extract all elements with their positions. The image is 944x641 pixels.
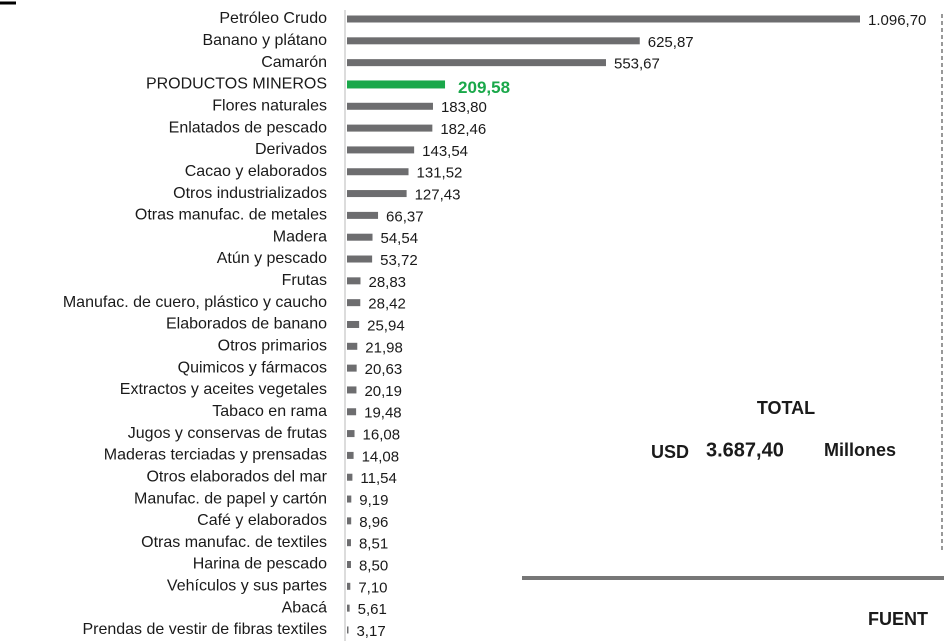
category-label: Tabaco en rama (212, 403, 327, 420)
category-label: Otros elaborados del mar (146, 468, 327, 485)
value-label: 9,19 (359, 492, 388, 509)
bar (347, 386, 357, 394)
category-label: Prendas de vestir de fibras textiles (82, 621, 327, 638)
category-label: Extractos y aceites vegetales (120, 381, 327, 398)
bar (347, 539, 351, 547)
value-label: 28,42 (368, 296, 406, 313)
value-label: 553,67 (614, 56, 660, 73)
category-label: Jugos y conservas de frutas (128, 425, 327, 442)
value-label: 25,94 (367, 317, 405, 334)
bar (347, 408, 357, 416)
bar (347, 37, 640, 45)
bar (347, 124, 433, 132)
category-label: Banano y plátano (202, 32, 327, 49)
category-label: Manufac. de papel y cartón (134, 490, 327, 507)
category-label: Madera (273, 228, 327, 245)
value-label: 21,98 (365, 339, 403, 356)
bar (347, 146, 415, 154)
bar (347, 582, 351, 590)
category-label: Otros industrializados (173, 185, 327, 202)
value-label: 8,51 (359, 536, 388, 553)
value-label: 8,50 (359, 557, 388, 574)
bar (347, 604, 350, 612)
bar (347, 517, 352, 525)
value-label: 20,19 (364, 383, 402, 400)
bar (347, 59, 606, 67)
category-label: Manufac. de cuero, plástico y caucho (63, 294, 327, 311)
category-label: Frutas (282, 272, 327, 289)
bar (347, 277, 361, 285)
value-label: 131,52 (417, 165, 463, 182)
value-label: 182,46 (440, 121, 486, 138)
bar (347, 168, 409, 176)
bar (347, 495, 352, 503)
category-label: Flores naturales (212, 97, 327, 114)
bar (347, 430, 355, 438)
category-label: Camarón (261, 54, 327, 71)
bar (347, 473, 353, 481)
category-label: Enlatados de pescado (169, 119, 327, 136)
category-label: Otras manufac. de metales (135, 207, 327, 224)
bar (347, 233, 373, 241)
value-label: 209,58 (458, 78, 510, 97)
currency: USD (651, 442, 689, 462)
category-label: Maderas terciadas y prensadas (104, 447, 327, 464)
bar (347, 364, 357, 372)
value-label: 66,37 (386, 208, 424, 225)
bar (347, 190, 407, 198)
category-label: PRODUCTOS MINEROS (146, 76, 327, 93)
category-label: Derivados (255, 141, 327, 158)
value-label: 19,48 (364, 405, 402, 422)
category-label: Otros primarios (218, 338, 327, 355)
value-label: 8,96 (359, 514, 388, 531)
bar (347, 15, 860, 23)
category-label: Café y elaborados (197, 512, 327, 529)
value-label: 14,08 (362, 448, 400, 465)
total-value: 3.687,40 (706, 439, 784, 461)
category-label: Vehículos y sus partes (167, 578, 327, 595)
bar (347, 80, 446, 89)
category-label: Petróleo Crudo (219, 10, 327, 27)
category-label: Otras manufac. de textiles (141, 534, 327, 551)
bar (347, 342, 358, 350)
value-label: 7,10 (358, 579, 387, 596)
value-label: 625,87 (648, 34, 694, 51)
bar (347, 451, 354, 459)
bar (347, 626, 349, 634)
value-label: 28,83 (368, 274, 406, 291)
category-label: Atún y pescado (217, 250, 327, 267)
category-label: Harina de pescado (193, 556, 327, 573)
value-label: 3,17 (356, 623, 385, 640)
unit: Millones (824, 440, 896, 460)
value-label: 16,08 (363, 427, 401, 444)
bar (347, 102, 433, 110)
category-label: Elaborados de banano (166, 316, 327, 333)
bar (347, 211, 379, 219)
bar (347, 299, 361, 307)
total-label: TOTAL (757, 398, 815, 418)
value-label: 20,63 (365, 361, 403, 378)
source: FUENT (868, 609, 928, 629)
category-label: Quimicos y fármacos (178, 359, 327, 376)
category-label: Cacao y elaborados (185, 163, 327, 180)
bar (347, 561, 351, 568)
value-label: 127,43 (415, 187, 461, 204)
value-label: 143,54 (422, 143, 468, 160)
value-label: 11,54 (360, 470, 396, 487)
category-label: Abacá (282, 599, 327, 616)
value-label: 183,80 (441, 99, 487, 116)
value-label: 54,54 (381, 230, 419, 247)
value-label: 1.096,70 (868, 12, 926, 29)
value-label: 53,72 (380, 252, 418, 269)
bar (347, 320, 360, 328)
value-label: 5,61 (358, 601, 387, 618)
bar (347, 255, 373, 263)
